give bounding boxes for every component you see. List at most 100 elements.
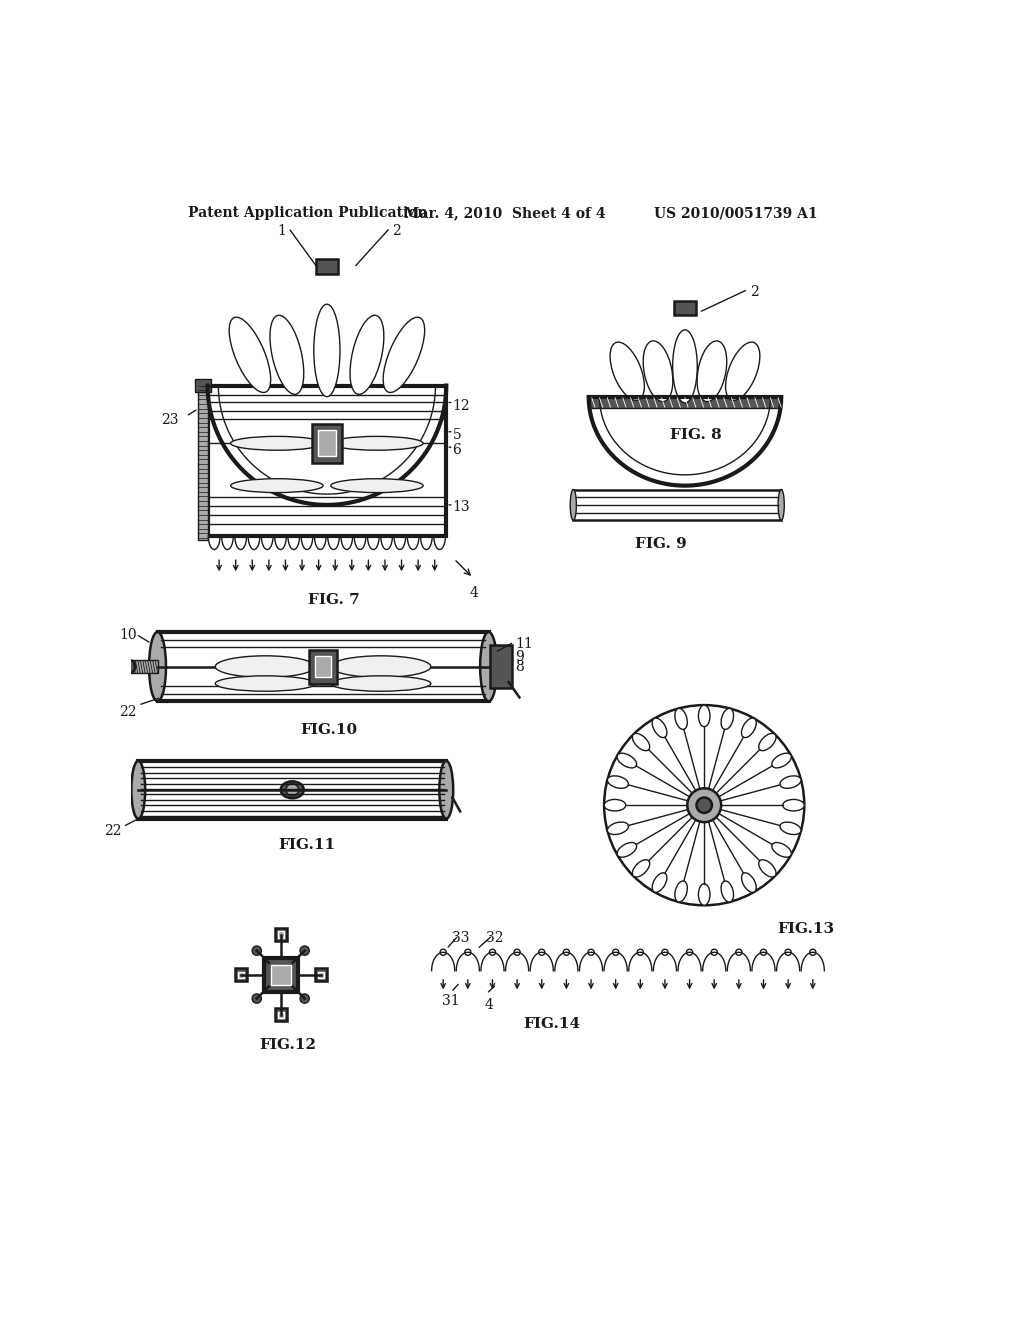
Ellipse shape [439, 760, 454, 818]
Circle shape [637, 949, 643, 956]
Ellipse shape [607, 822, 629, 834]
Circle shape [662, 949, 668, 956]
Circle shape [612, 949, 618, 956]
Ellipse shape [617, 754, 637, 768]
Bar [278, 1011, 284, 1018]
Ellipse shape [270, 315, 304, 395]
Ellipse shape [126, 660, 135, 673]
Ellipse shape [229, 317, 270, 392]
Text: FIG. 8: FIG. 8 [670, 428, 721, 442]
Bar [196, 379, 211, 392]
Bar [264, 958, 298, 991]
Text: 4: 4 [484, 998, 494, 1011]
Bar [589, 397, 781, 408]
Ellipse shape [607, 776, 629, 788]
Ellipse shape [673, 330, 697, 403]
Circle shape [696, 797, 712, 813]
Text: 5: 5 [453, 428, 461, 442]
Text: Patent Application Publication: Patent Application Publication [188, 206, 428, 220]
Text: FIG.11: FIG.11 [279, 837, 336, 851]
Bar [238, 972, 244, 978]
Bar [315, 656, 331, 677]
Bar [131, 660, 158, 673]
Bar [311, 424, 342, 462]
Ellipse shape [570, 490, 577, 520]
Ellipse shape [331, 437, 423, 450]
Bar [138, 762, 446, 818]
Ellipse shape [741, 873, 756, 892]
Ellipse shape [652, 873, 667, 892]
Text: 13: 13 [453, 499, 470, 513]
Ellipse shape [778, 490, 784, 520]
Ellipse shape [383, 317, 425, 392]
Bar [573, 490, 781, 520]
Text: 10: 10 [119, 628, 136, 642]
Ellipse shape [675, 880, 687, 902]
Ellipse shape [331, 656, 431, 677]
Bar [234, 969, 247, 981]
Bar [278, 932, 284, 937]
Ellipse shape [698, 705, 710, 726]
Circle shape [286, 784, 298, 796]
Bar [490, 645, 512, 688]
Text: US 2010/0051739 A1: US 2010/0051739 A1 [654, 206, 818, 220]
Ellipse shape [675, 709, 687, 730]
Circle shape [539, 949, 545, 956]
Text: 12: 12 [453, 400, 470, 413]
Bar [274, 928, 287, 941]
Ellipse shape [652, 718, 667, 738]
Text: 33: 33 [453, 931, 470, 945]
Text: 22: 22 [103, 825, 121, 838]
Ellipse shape [215, 676, 315, 692]
Ellipse shape [759, 859, 776, 876]
Ellipse shape [350, 315, 384, 395]
Text: Mar. 4, 2010  Sheet 4 of 4: Mar. 4, 2010 Sheet 4 of 4 [403, 206, 605, 220]
Ellipse shape [759, 734, 776, 751]
Circle shape [252, 994, 261, 1003]
Ellipse shape [780, 776, 801, 788]
Circle shape [563, 949, 569, 956]
Text: 22: 22 [119, 705, 136, 719]
Bar [316, 259, 338, 275]
Circle shape [465, 949, 471, 956]
Text: 9: 9 [515, 649, 524, 664]
Circle shape [785, 949, 792, 956]
Bar [208, 385, 446, 536]
Ellipse shape [215, 656, 315, 677]
Text: 32: 32 [486, 931, 504, 945]
Text: 31: 31 [441, 994, 460, 1008]
Ellipse shape [230, 437, 323, 450]
Ellipse shape [617, 842, 637, 857]
Text: FIG.10: FIG.10 [300, 723, 357, 737]
Ellipse shape [697, 341, 727, 401]
Ellipse shape [331, 479, 423, 492]
Circle shape [687, 788, 721, 822]
Bar [158, 632, 488, 701]
Ellipse shape [780, 822, 801, 834]
Bar [309, 649, 337, 684]
Ellipse shape [772, 754, 792, 768]
Text: FIG.12: FIG.12 [259, 1038, 316, 1052]
Ellipse shape [610, 342, 644, 400]
Bar [274, 1008, 287, 1020]
Circle shape [252, 946, 261, 956]
Ellipse shape [721, 709, 733, 730]
Bar [199, 385, 208, 540]
Circle shape [604, 705, 804, 906]
Circle shape [440, 949, 446, 956]
Ellipse shape [230, 479, 323, 492]
Ellipse shape [643, 341, 673, 401]
Circle shape [761, 949, 767, 956]
Text: FIG.13: FIG.13 [777, 923, 835, 936]
Circle shape [588, 949, 594, 956]
Text: 4: 4 [469, 586, 478, 599]
Ellipse shape [131, 760, 145, 818]
Ellipse shape [772, 842, 792, 857]
Circle shape [489, 949, 496, 956]
Bar [314, 969, 327, 981]
Ellipse shape [604, 800, 626, 810]
Text: 1: 1 [276, 224, 286, 238]
Bar [317, 430, 336, 457]
Text: 6: 6 [453, 444, 461, 457]
Circle shape [514, 949, 520, 956]
